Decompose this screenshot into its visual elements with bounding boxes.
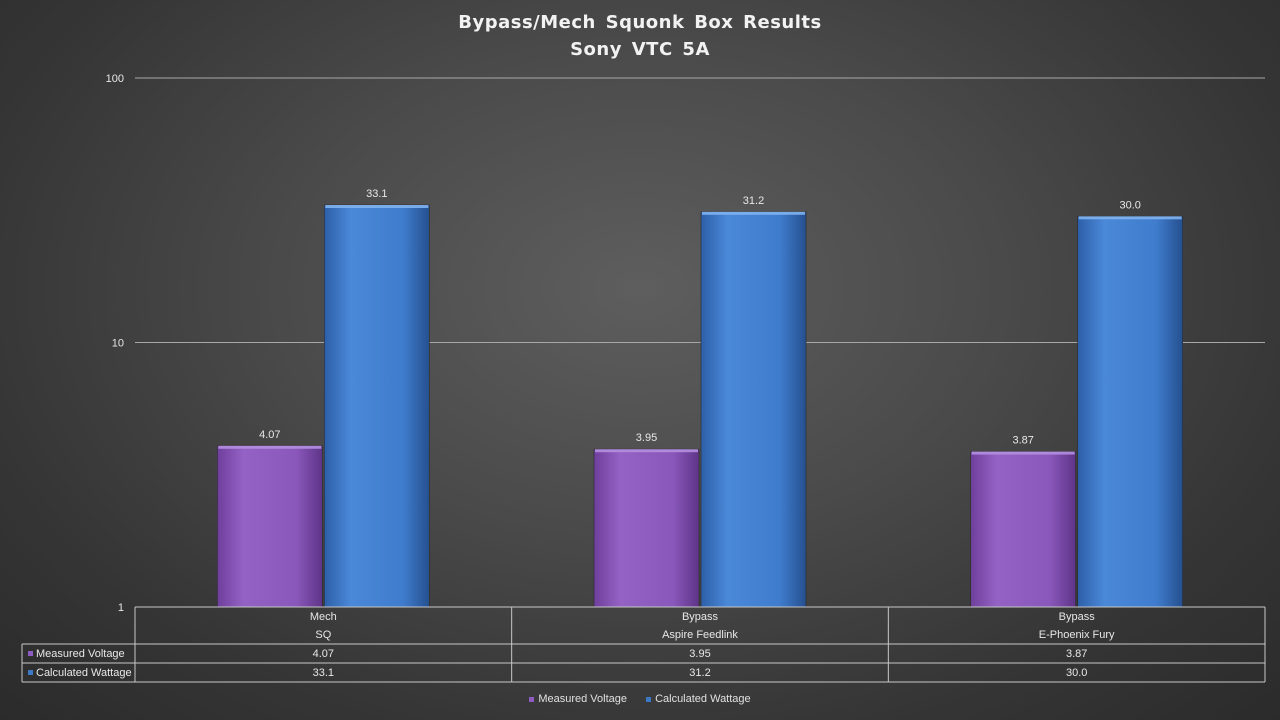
chart-title: Bypass/Mech Squonk Box Results bbox=[458, 12, 822, 33]
table-cell: 3.87 bbox=[1066, 648, 1087, 660]
table-legend-key bbox=[28, 651, 33, 656]
y-tick-label: 100 bbox=[106, 73, 124, 85]
category-label: Bypass bbox=[682, 611, 719, 623]
legend-swatch-purple bbox=[529, 696, 535, 702]
data-label: 3.87 bbox=[1012, 435, 1033, 447]
table-cell: 33.1 bbox=[313, 667, 334, 679]
chart-subtitle: Sony VTC 5A bbox=[570, 39, 710, 60]
bar-calculated-wattage bbox=[324, 204, 430, 608]
data-label: 33.1 bbox=[366, 188, 387, 200]
bar-measured-voltage bbox=[970, 451, 1076, 608]
data-label: 31.2 bbox=[743, 195, 764, 207]
bar-calculated-wattage bbox=[1077, 216, 1183, 608]
data-label: 30.0 bbox=[1119, 199, 1140, 211]
legend-label: Calculated Wattage bbox=[655, 693, 751, 705]
table-cell: 4.07 bbox=[313, 648, 334, 660]
category-label: SQ bbox=[315, 629, 331, 641]
bar-highlight bbox=[971, 451, 1075, 455]
legend-label: Measured Voltage bbox=[538, 693, 627, 705]
legend-item-measured-voltage: Measured Voltage bbox=[529, 693, 627, 705]
table-legend-key bbox=[28, 670, 33, 675]
table-row-header: Calculated Wattage bbox=[36, 667, 132, 679]
bar-calculated-wattage bbox=[700, 211, 807, 608]
bar-highlight bbox=[218, 445, 322, 449]
table-cell: 30.0 bbox=[1066, 667, 1087, 679]
bar-highlight bbox=[1078, 216, 1182, 220]
bar-highlight bbox=[595, 449, 698, 453]
table-row-header: Measured Voltage bbox=[36, 648, 125, 660]
y-tick-label: 1 bbox=[118, 602, 124, 614]
table-cell: 31.2 bbox=[689, 667, 710, 679]
data-label: 4.07 bbox=[259, 429, 280, 441]
legend-swatch-blue bbox=[646, 696, 652, 702]
bar-measured-voltage bbox=[593, 448, 700, 608]
data-label: 3.95 bbox=[636, 432, 657, 444]
category-label: Aspire Feedlink bbox=[662, 629, 738, 641]
table-cell: 3.95 bbox=[689, 648, 710, 660]
bar-highlight bbox=[325, 205, 429, 209]
legend: Measured Voltage Calculated Wattage bbox=[0, 693, 1280, 705]
category-label: E-Phoenix Fury bbox=[1039, 629, 1115, 641]
category-label: Bypass bbox=[1059, 611, 1096, 623]
y-tick-label: 10 bbox=[112, 338, 124, 350]
bar-measured-voltage bbox=[217, 445, 323, 608]
category-label: Mech bbox=[310, 611, 337, 623]
legend-item-calculated-wattage: Calculated Wattage bbox=[646, 693, 751, 705]
bar-highlight bbox=[702, 211, 805, 215]
